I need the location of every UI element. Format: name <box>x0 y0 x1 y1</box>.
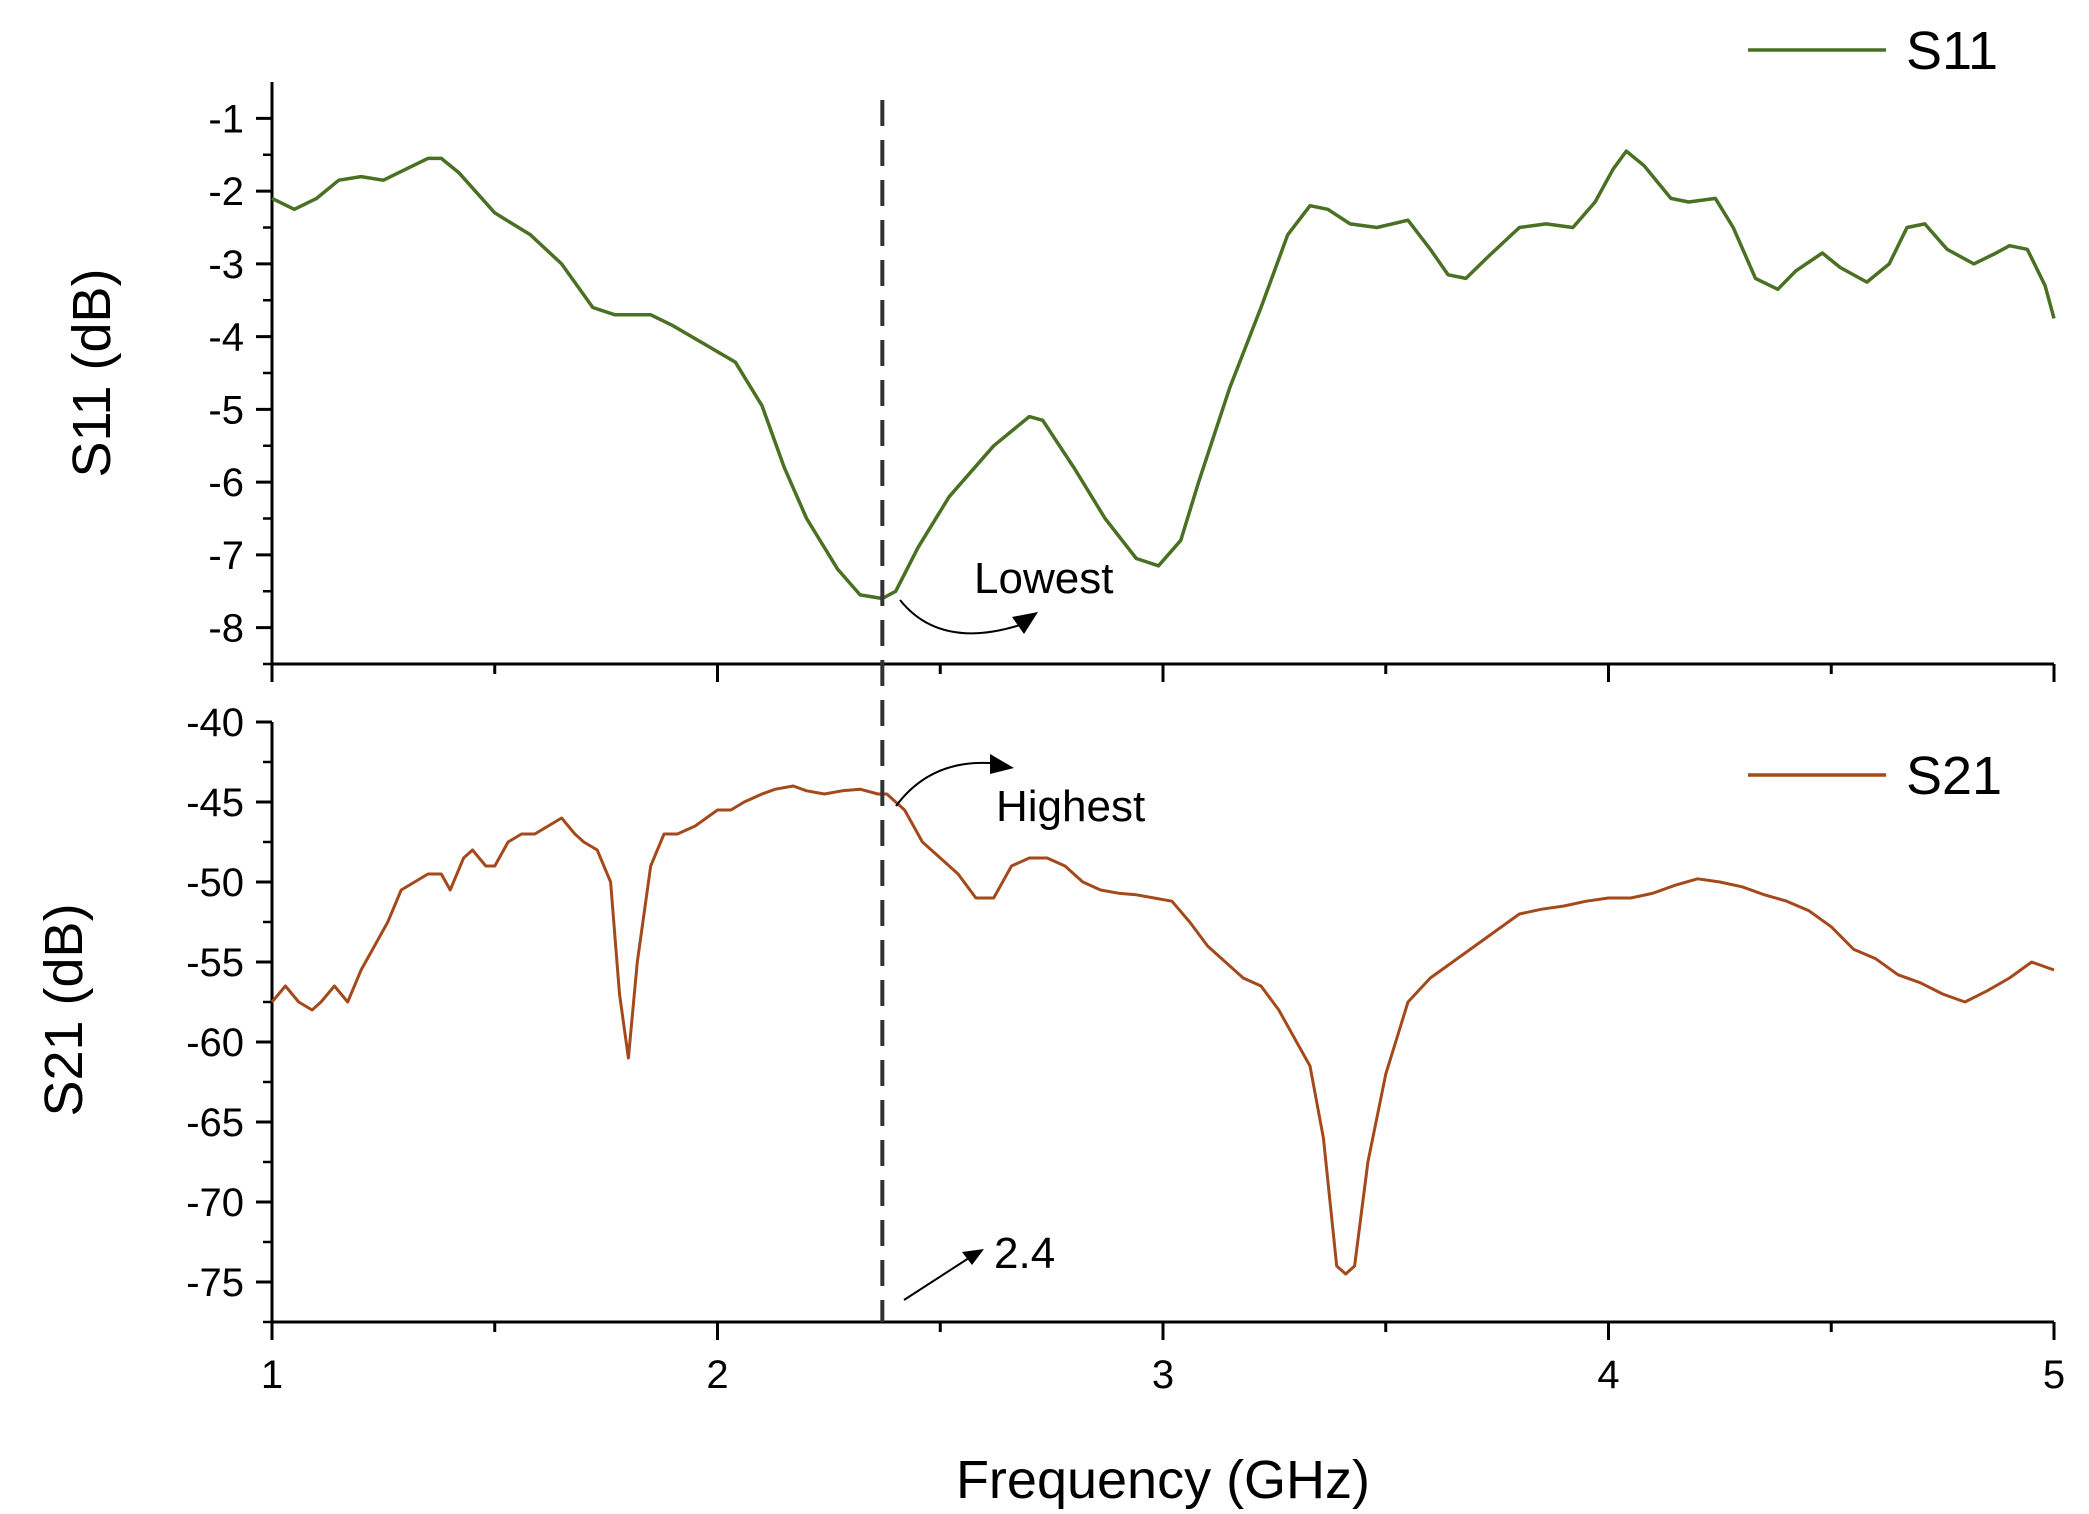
s11-y-ticks: -1 -2 -3 -4 -5 -6 -7 -8 <box>208 97 272 666</box>
s11-y-axis-title: S11 (dB) <box>62 268 122 477</box>
s11-series-line <box>271 149 2056 601</box>
highest-arrowhead <box>990 754 1014 774</box>
lowest-annotation: Lowest <box>899 554 1113 635</box>
s21-y-tick-label: -55 <box>186 941 244 985</box>
lowest-arrowhead <box>1012 612 1038 634</box>
x-tick-label: 2 <box>706 1353 728 1397</box>
highest-label: Highest <box>996 782 1145 831</box>
lowest-arrow <box>899 599 1021 635</box>
s21-y-tick-label: -65 <box>186 1101 244 1145</box>
highest-annotation: Highest <box>895 754 1145 831</box>
lowest-label: Lowest <box>974 554 1113 603</box>
s11-y-tick-label: -7 <box>208 534 244 578</box>
s11-y-tick-label: -2 <box>208 170 244 214</box>
s21-x-ticks: 1 2 3 4 5 <box>261 1322 2065 1397</box>
s21-legend-label: S21 <box>1906 746 2002 806</box>
s11-y-tick-label: -4 <box>208 316 244 360</box>
s11-legend: S11 <box>1748 21 1998 81</box>
s11-panel: -1 -2 -3 -4 -5 -6 -7 -8 S11 (dB) S11 Lowest <box>62 21 2056 682</box>
s21-y-tick-label: -45 <box>186 781 244 825</box>
s11-y-tick-label: -5 <box>208 388 244 432</box>
frequency-marker-annotation: 2.4 <box>903 1229 1055 1301</box>
s21-y-tick-label: -40 <box>186 701 244 745</box>
x-tick-label: 3 <box>1152 1353 1174 1397</box>
s11-legend-label: S11 <box>1906 21 1998 81</box>
s21-series-line <box>270 784 2055 1276</box>
x-axis-title: Frequency (GHz) <box>956 1450 1370 1510</box>
s11-y-tick-label: -1 <box>208 97 244 141</box>
frequency-marker-arrow <box>903 1255 973 1301</box>
s21-legend: S21 <box>1748 746 2002 806</box>
s21-y-tick-label: -60 <box>186 1021 244 1065</box>
s11-y-tick-label: -6 <box>208 461 244 505</box>
x-tick-label: 5 <box>2043 1353 2065 1397</box>
s21-y-tick-label: -75 <box>186 1261 244 1305</box>
frequency-marker-label: 2.4 <box>994 1229 1055 1278</box>
x-tick-label: 4 <box>1597 1353 1619 1397</box>
frequency-marker-arrowhead <box>962 1249 984 1265</box>
s21-y-ticks: -40 -45 -50 -55 -60 -65 -70 -75 <box>186 701 272 1324</box>
s11-x-ticks <box>270 664 2056 682</box>
highest-arrow <box>895 761 991 807</box>
s21-y-tick-label: -50 <box>186 861 244 905</box>
s21-y-axis-title: S21 (dB) <box>34 903 94 1116</box>
s21-y-tick-label: -70 <box>186 1181 244 1225</box>
s11-y-tick-label: -8 <box>208 607 244 651</box>
s11-y-tick-label: -3 <box>208 243 244 287</box>
x-tick-label: 1 <box>261 1353 283 1397</box>
